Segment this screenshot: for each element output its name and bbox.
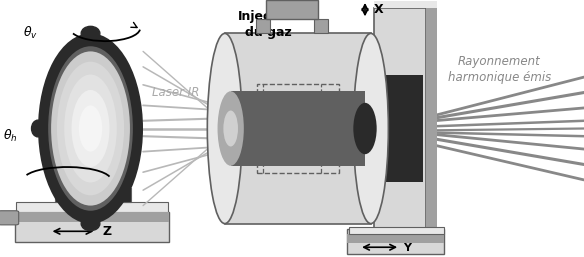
Text: Y: Y	[403, 243, 411, 253]
FancyBboxPatch shape	[55, 188, 131, 202]
Ellipse shape	[57, 62, 124, 195]
Ellipse shape	[40, 35, 141, 222]
Ellipse shape	[81, 216, 100, 231]
Text: Laser IR: Laser IR	[151, 86, 199, 99]
Ellipse shape	[353, 103, 377, 154]
Ellipse shape	[79, 105, 102, 152]
Ellipse shape	[81, 26, 100, 40]
Ellipse shape	[223, 111, 238, 146]
Ellipse shape	[353, 33, 388, 224]
FancyBboxPatch shape	[0, 211, 19, 225]
FancyBboxPatch shape	[231, 91, 365, 166]
Ellipse shape	[51, 51, 130, 206]
FancyBboxPatch shape	[15, 212, 169, 242]
Text: du gaz: du gaz	[245, 26, 292, 39]
Ellipse shape	[207, 33, 242, 224]
Ellipse shape	[48, 46, 133, 211]
Text: harmonique émis: harmonique émis	[448, 71, 551, 84]
FancyBboxPatch shape	[374, 1, 437, 8]
Ellipse shape	[32, 120, 44, 137]
FancyBboxPatch shape	[314, 19, 328, 33]
FancyBboxPatch shape	[15, 212, 169, 222]
Ellipse shape	[64, 75, 117, 182]
Text: Injection: Injection	[238, 10, 299, 23]
FancyBboxPatch shape	[266, 0, 318, 19]
FancyBboxPatch shape	[16, 202, 168, 212]
Ellipse shape	[71, 90, 110, 167]
FancyBboxPatch shape	[256, 19, 270, 33]
Text: Rayonnement: Rayonnement	[458, 55, 541, 68]
FancyBboxPatch shape	[377, 75, 423, 182]
Ellipse shape	[217, 91, 244, 166]
FancyBboxPatch shape	[225, 33, 371, 224]
Text: X: X	[374, 3, 383, 16]
FancyBboxPatch shape	[347, 234, 444, 243]
Text: $\theta_v$: $\theta_v$	[23, 25, 39, 41]
FancyBboxPatch shape	[349, 227, 444, 234]
FancyBboxPatch shape	[374, 8, 426, 236]
Text: Z: Z	[102, 225, 112, 238]
FancyBboxPatch shape	[426, 8, 437, 229]
Text: $\theta_h$: $\theta_h$	[3, 128, 18, 144]
FancyBboxPatch shape	[347, 229, 444, 254]
